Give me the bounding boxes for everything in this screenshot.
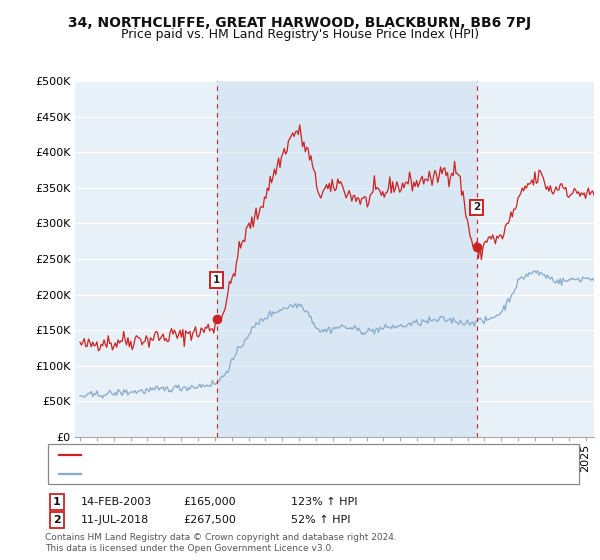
Text: 11-JUL-2018: 11-JUL-2018 bbox=[81, 515, 149, 525]
Text: £165,000: £165,000 bbox=[183, 497, 236, 507]
Text: 123% ↑ HPI: 123% ↑ HPI bbox=[291, 497, 358, 507]
Text: 2: 2 bbox=[53, 515, 61, 525]
Text: 14-FEB-2003: 14-FEB-2003 bbox=[81, 497, 152, 507]
Text: £267,500: £267,500 bbox=[183, 515, 236, 525]
Text: Price paid vs. HM Land Registry's House Price Index (HPI): Price paid vs. HM Land Registry's House … bbox=[121, 28, 479, 41]
Text: 1: 1 bbox=[213, 276, 221, 286]
Text: 52% ↑ HPI: 52% ↑ HPI bbox=[291, 515, 350, 525]
Text: Contains HM Land Registry data © Crown copyright and database right 2024.
This d: Contains HM Land Registry data © Crown c… bbox=[45, 533, 397, 553]
Text: 1: 1 bbox=[53, 497, 61, 507]
Text: HPI: Average price, detached house, Hyndburn: HPI: Average price, detached house, Hynd… bbox=[86, 468, 362, 480]
Text: 34, NORTHCLIFFE, GREAT HARWOOD, BLACKBURN, BB6 7PJ (detached house): 34, NORTHCLIFFE, GREAT HARWOOD, BLACKBUR… bbox=[86, 448, 542, 461]
Bar bbox=[217, 81, 476, 437]
Text: 2: 2 bbox=[473, 202, 480, 212]
Text: 34, NORTHCLIFFE, GREAT HARWOOD, BLACKBURN, BB6 7PJ: 34, NORTHCLIFFE, GREAT HARWOOD, BLACKBUR… bbox=[68, 16, 532, 30]
